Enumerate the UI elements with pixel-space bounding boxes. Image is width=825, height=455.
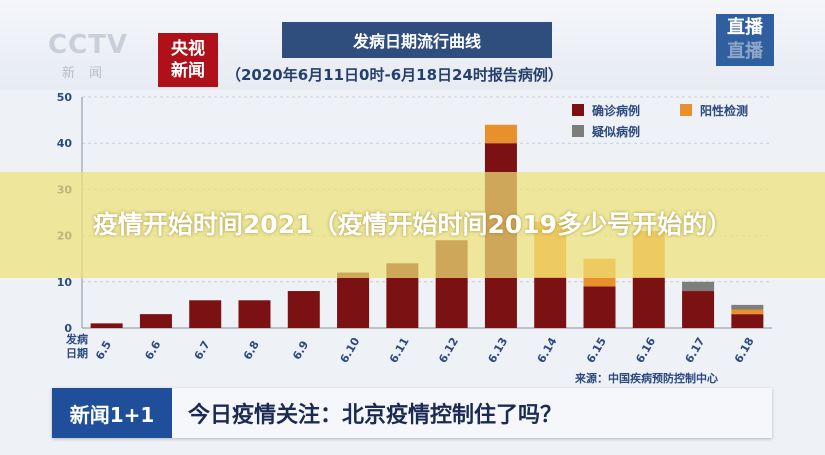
legend-swatch-2 <box>572 125 584 137</box>
x-tick-label: 6.11 <box>387 335 412 365</box>
bar-6.18-series-2 <box>731 304 764 310</box>
x-tick-label: 6.6 <box>142 338 163 362</box>
bar-6.17-series-2 <box>682 281 715 292</box>
bar-6.7-series-0 <box>189 300 222 328</box>
ticker-logo: 新闻1+1 <box>52 388 172 438</box>
x-tick-label: 6.12 <box>436 335 461 365</box>
bar-6.8-series-0 <box>238 300 271 328</box>
news-logo-line2: 新闻 <box>171 61 205 81</box>
x-tick-label: 6.8 <box>241 339 262 362</box>
ticker-headline: 今日疫情关注：北京疫情控制住了吗？ <box>188 403 563 428</box>
news-ticker: 新闻1+1 今日疫情关注：北京疫情控制住了吗？ <box>52 388 772 438</box>
x-tick-label: 6.7 <box>192 339 213 362</box>
overlay-banner: 疫情开始时间2021（疫情开始时间2019多少号开始的） <box>0 172 825 278</box>
bar-6.6-series-0 <box>139 314 172 328</box>
legend-label-0: 确诊病例 <box>592 103 640 118</box>
live-logo: 直播 直播 <box>716 14 774 66</box>
bar-6.5-series-0 <box>90 323 123 328</box>
news-logo-line1: 央视 <box>171 39 205 59</box>
cctv-logo: CCTV <box>48 30 129 60</box>
x-tick-label: 6.17 <box>683 335 708 365</box>
bar-6.17-series-0 <box>682 291 715 328</box>
chart-subtitle: （2020年6月11日0时-6月18日24时报告病例） <box>226 66 563 84</box>
x-tick-label: 6.14 <box>535 335 560 365</box>
x-tick-label: 6.18 <box>732 335 757 365</box>
x-tick-label: 6.10 <box>338 335 363 365</box>
x-axis-label: 发病 <box>65 332 88 346</box>
cctv-news-logo: 央视 新闻 <box>158 33 218 87</box>
legend-label-1: 阳性检测 <box>700 103 748 118</box>
y-tick-label: 10 <box>57 276 73 289</box>
x-axis-label-line2: 日期 <box>66 346 88 360</box>
bar-6.18-series-0 <box>731 314 764 328</box>
x-tick-label: 6.16 <box>633 335 658 365</box>
legend-label-2: 疑似病例 <box>592 124 640 139</box>
x-tick-label: 6.9 <box>290 339 311 362</box>
y-tick-label: 0 <box>64 322 72 335</box>
y-tick-label: 50 <box>57 91 73 104</box>
y-tick-label: 40 <box>57 137 73 150</box>
bar-6.15-series-0 <box>583 286 616 328</box>
cctv-logo-sub: 新闻 <box>62 66 117 81</box>
live-logo-line2: 直播 <box>727 41 763 62</box>
bar-6.18-series-1 <box>731 309 764 315</box>
overlay-title: 疫情开始时间2021（疫情开始时间2019多少号开始的） <box>92 210 733 239</box>
chart-source: 来源：中国疾病预防控制中心 <box>575 372 718 385</box>
live-logo-line1: 直播 <box>727 17 763 38</box>
bar-6.9-series-0 <box>287 291 320 328</box>
bar-6.16-series-0 <box>632 277 665 328</box>
legend-swatch-0 <box>572 104 584 116</box>
bar-6.13-series-1 <box>484 124 517 144</box>
legend-swatch-1 <box>680 104 692 116</box>
bar-6.10-series-0 <box>337 272 370 328</box>
x-tick-label: 6.13 <box>485 335 510 365</box>
x-tick-label: 6.5 <box>93 339 114 362</box>
bar-6.14-series-0 <box>534 277 567 328</box>
x-tick-label: 6.15 <box>584 335 609 365</box>
chart-title: 发病日期流行曲线 <box>282 22 552 58</box>
